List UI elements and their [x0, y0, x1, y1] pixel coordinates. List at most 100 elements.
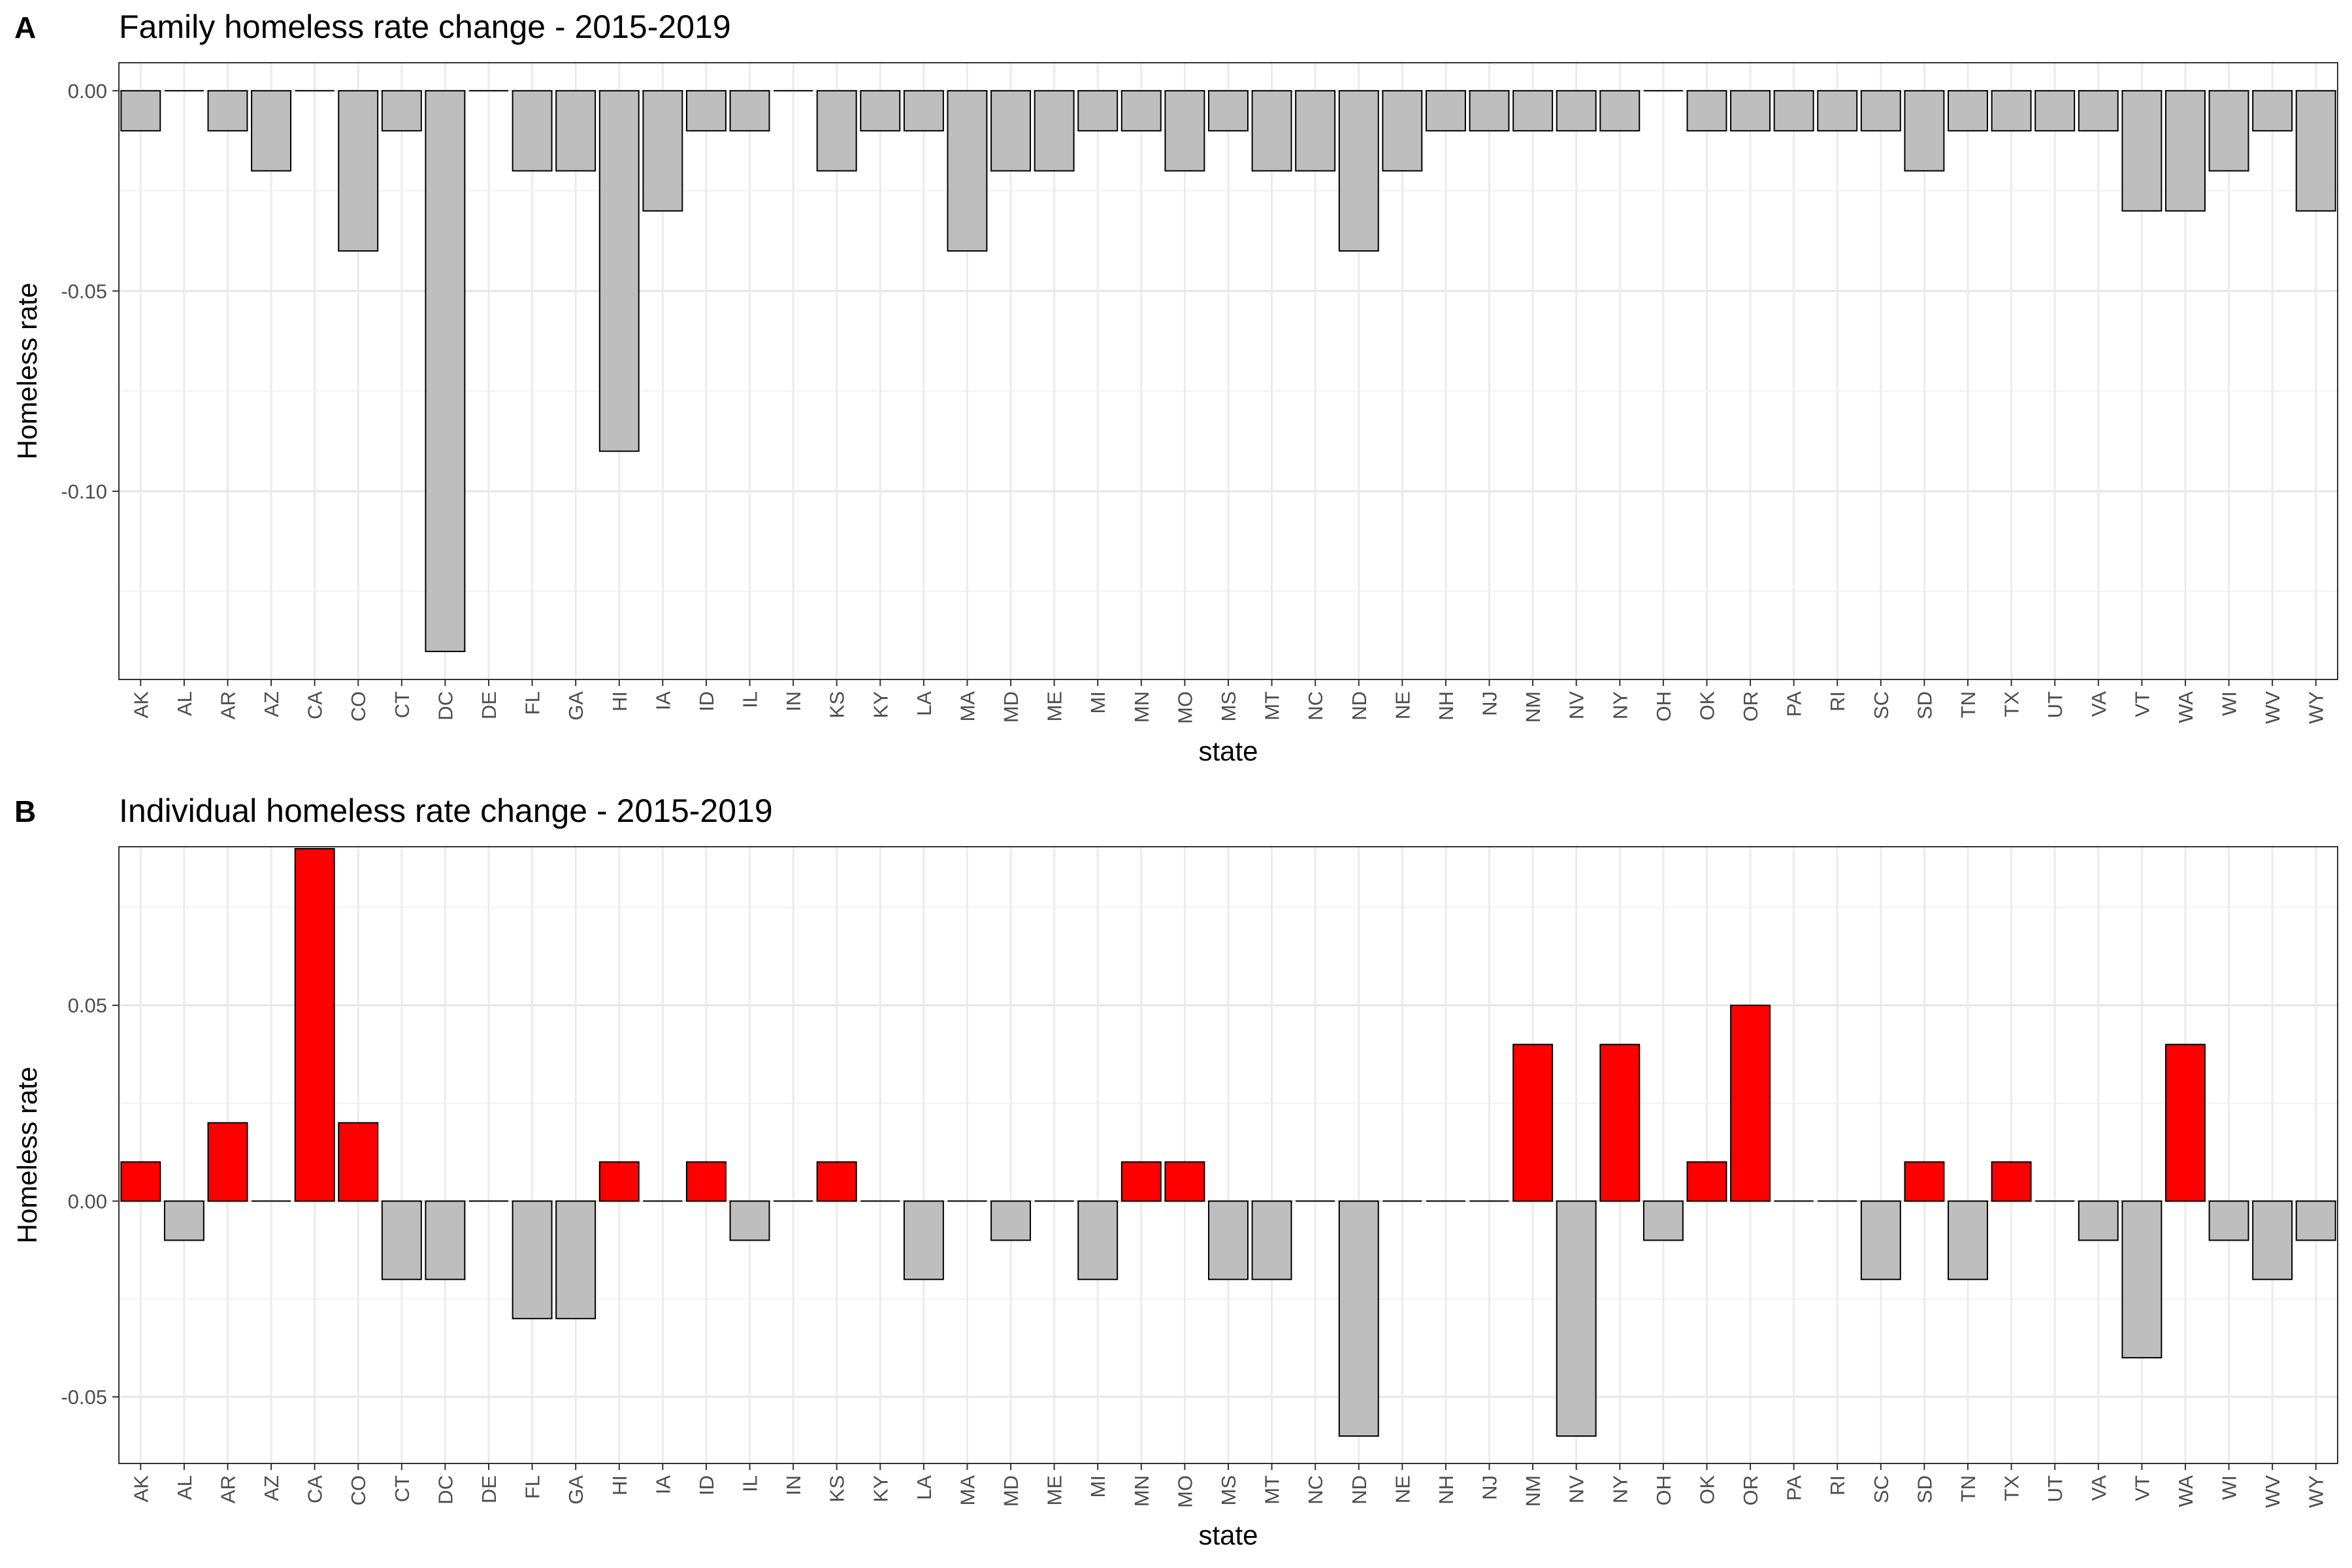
x-tick-label: AZ: [260, 691, 283, 717]
x-tick-label: NM: [1522, 1475, 1544, 1507]
x-tick-label: AZ: [260, 1475, 283, 1501]
y-tick-label: 0.05: [68, 994, 107, 1017]
x-tick-label: WI: [2218, 691, 2241, 716]
x-tick-label: TN: [1957, 1475, 1980, 1502]
x-tick-label: NY: [1609, 1475, 1631, 1503]
x-tick-label: TX: [2001, 1475, 2023, 1501]
bar: [1556, 1200, 1597, 1437]
x-tick-label: ND: [1348, 1475, 1371, 1505]
bar: [2252, 1200, 2293, 1281]
x-tick-label: CA: [304, 691, 327, 719]
x-tick-label: VT: [2131, 1475, 2153, 1501]
x-tick-label: VA: [2087, 1475, 2110, 1501]
bar: [425, 90, 466, 653]
x-tick-label: AK: [129, 1475, 152, 1503]
x-tick-label: OK: [1695, 1475, 1718, 1505]
x-tick-label: FL: [521, 1475, 544, 1499]
x-tick-label: CT: [391, 1475, 414, 1502]
bar: [1251, 1200, 1292, 1281]
x-tick-label: CO: [347, 691, 370, 722]
x-tick-label: MS: [1217, 691, 1240, 722]
y-axis: 0.00 -0.05 -0.10: [61, 80, 119, 503]
x-tick-label: ID: [695, 691, 718, 711]
x-tick-label: CO: [347, 1475, 370, 1506]
x-tick-label: SC: [1870, 1475, 1893, 1503]
bar: [425, 1200, 466, 1281]
y-tick-label: -0.05: [61, 1386, 107, 1409]
x-tick-label: SD: [1913, 1475, 1936, 1503]
x-tick-label: AK: [129, 691, 152, 719]
bars: [120, 90, 2336, 653]
x-tick-label: DC: [434, 1475, 457, 1505]
x-tick-label: CT: [391, 691, 414, 718]
x-tick-label: AR: [216, 1475, 239, 1503]
x-tick-label: WI: [2218, 1475, 2241, 1500]
bar: [294, 847, 335, 1202]
x-tick-label: NV: [1565, 691, 1588, 719]
bar: [1338, 90, 1379, 252]
bar: [1991, 1161, 2032, 1202]
x-tick-label: MT: [1261, 691, 1284, 721]
x-tick-label: SD: [1913, 691, 1936, 719]
bar: [2078, 1200, 2119, 1241]
bar: [729, 90, 770, 132]
x-tick-label: IL: [739, 691, 762, 708]
x-tick-label: AR: [216, 691, 239, 719]
panel-b: B Individual homeless rate change - 2015…: [12, 792, 2338, 1550]
bar: [2164, 90, 2206, 212]
x-tick-label: NJ: [1478, 1475, 1501, 1500]
bar: [1034, 90, 1075, 172]
bar: [338, 90, 379, 252]
x-tick-label: MI: [1086, 1475, 1109, 1497]
gridlines: [119, 847, 2338, 1463]
x-tick-label: MD: [1000, 1475, 1022, 1507]
bar: [1077, 90, 1119, 132]
bar: [2078, 90, 2119, 132]
bar: [2208, 90, 2249, 172]
bar: [860, 90, 901, 132]
x-tick-label: NE: [1391, 1475, 1414, 1503]
x-tick-label: NC: [1304, 691, 1327, 721]
bar: [2252, 90, 2293, 132]
x-tick-label: RI: [1826, 691, 1849, 711]
y-tick-label: 0.00: [68, 80, 107, 103]
x-tick-label: IL: [739, 1475, 762, 1492]
bar: [2034, 90, 2076, 132]
bar: [990, 1200, 1032, 1241]
x-axis-title: state: [1198, 736, 1258, 766]
x-tick-label: VA: [2087, 691, 2110, 717]
x-tick-label: OH: [1652, 691, 1675, 722]
bar: [1120, 1161, 1162, 1202]
x-tick-label: AL: [173, 691, 196, 716]
bar: [1686, 90, 1727, 132]
y-tick-label: -0.05: [61, 280, 107, 302]
bar: [1295, 90, 1336, 172]
x-tick-label: MA: [956, 691, 979, 722]
x-tick-label: KS: [826, 1475, 849, 1502]
bar: [251, 90, 292, 172]
y-tick-label: -0.10: [61, 480, 107, 503]
x-tick-label: WV: [2261, 691, 2284, 724]
x-tick-label: CA: [304, 1475, 327, 1503]
bar: [207, 90, 248, 132]
x-tick-label: GA: [564, 1475, 587, 1505]
x-tick-label: NY: [1609, 691, 1631, 719]
bar: [2121, 1200, 2163, 1359]
x-tick-label: NC: [1304, 1475, 1327, 1505]
x-axis: AK AL AR AZ CA CO CT DC DE FL GA HI IA ID IL IN KS KY LA MA…: [129, 1463, 2328, 1508]
bar: [1991, 90, 2032, 132]
x-tick-label: MO: [1173, 1475, 1196, 1508]
bar: [1904, 90, 1945, 172]
bar: [1338, 1200, 1379, 1437]
bar: [1686, 1161, 1727, 1202]
y-tick-label: 0.00: [68, 1190, 107, 1213]
bar: [1948, 90, 1988, 132]
x-tick-label: MT: [1261, 1475, 1284, 1505]
x-tick-label: TN: [1957, 691, 1980, 718]
x-tick-label: IN: [782, 1475, 805, 1495]
bar: [903, 90, 944, 132]
bar: [2208, 1200, 2249, 1241]
bar: [338, 1122, 379, 1202]
bar: [947, 90, 988, 252]
panel-letter: B: [14, 794, 36, 828]
